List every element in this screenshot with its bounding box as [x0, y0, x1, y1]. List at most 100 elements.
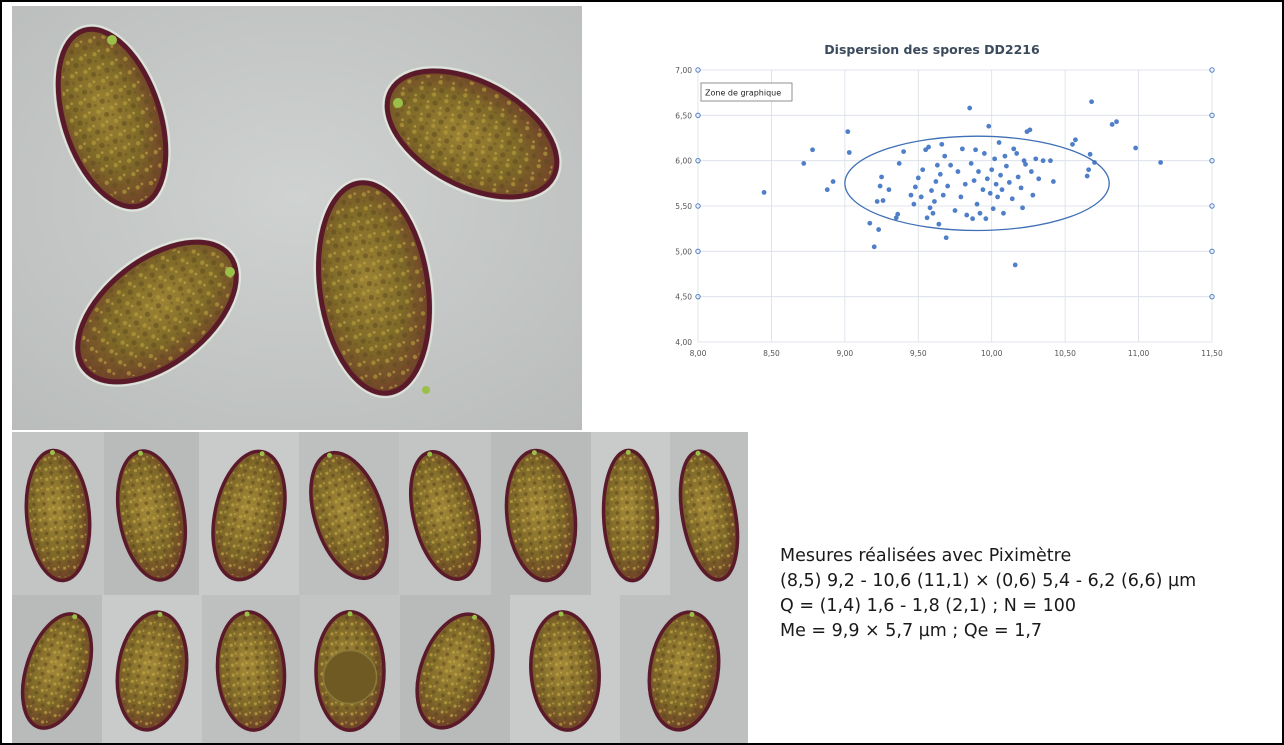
scatter-point — [895, 211, 901, 217]
x-tick-label: 9,50 — [910, 349, 927, 358]
scatter-point — [1018, 185, 1024, 191]
x-tick-label: 11,50 — [1201, 349, 1223, 358]
scatter-point — [1012, 262, 1018, 268]
scatter-point — [962, 181, 968, 187]
scatter-point — [983, 216, 989, 222]
scatter-point — [1086, 167, 1092, 173]
scatter-point — [924, 215, 930, 221]
scatter-point — [1028, 169, 1034, 174]
spore-tile — [491, 432, 591, 595]
tooltip-text: Zone de graphique — [705, 89, 781, 98]
x-tick-label: 10,00 — [981, 349, 1003, 358]
scatter-point — [871, 244, 877, 250]
measurements-caption: Mesures réalisées avec Piximètre (8,5) 9… — [780, 544, 1280, 644]
scatter-point — [1087, 151, 1093, 157]
scatter-point — [1006, 180, 1012, 185]
spore-tile — [399, 432, 491, 595]
scatter-point — [867, 220, 873, 226]
chart-points — [761, 99, 1163, 268]
scatter-point — [810, 147, 815, 153]
scatter-point — [1158, 160, 1163, 165]
spore-tile — [12, 595, 102, 743]
spore-tile — [400, 595, 510, 743]
scatter-point — [1009, 196, 1015, 202]
scatter-point — [1015, 174, 1021, 180]
scatter-point — [992, 156, 998, 162]
axis-handle-left — [695, 293, 701, 300]
scatter-point — [955, 169, 961, 174]
scatter-point — [877, 183, 883, 189]
scatter-point — [980, 187, 986, 193]
axis-handle-left — [695, 67, 701, 73]
scatter-point — [1109, 122, 1115, 127]
spore-tile — [199, 432, 299, 595]
scatter-point — [1033, 156, 1039, 162]
scatter-point — [1027, 127, 1033, 133]
y-tick-label: 4,50 — [675, 293, 692, 302]
axis-handle-right — [1209, 112, 1215, 119]
scatter-point — [943, 235, 949, 241]
scatter-point — [929, 188, 934, 193]
scatter-point — [893, 215, 899, 221]
scatter-point — [1133, 145, 1139, 151]
scatter-point — [981, 151, 987, 156]
scatter-point — [974, 201, 980, 207]
scatter-point — [908, 192, 914, 198]
scatter-point — [940, 192, 946, 198]
scatter-point — [995, 194, 1000, 200]
scatter-point — [948, 162, 953, 168]
scatter-point — [886, 187, 892, 193]
scatter-point — [989, 167, 995, 173]
spore-micrograph-large — [12, 6, 582, 430]
x-tick-label: 11,00 — [1128, 349, 1150, 358]
axis-handle-right — [1209, 67, 1215, 73]
scatter-point — [874, 199, 880, 204]
y-tick-label: 5,50 — [675, 202, 692, 211]
y-tick-label: 6,00 — [675, 157, 692, 166]
spore-d — [313, 177, 435, 399]
scatter-point — [936, 221, 942, 227]
scatter-point — [1020, 205, 1025, 211]
spore-tile — [510, 595, 620, 743]
x-tick-label: 8,50 — [763, 349, 780, 358]
axis-handle-right — [1209, 293, 1215, 300]
x-tick-label: 10,50 — [1054, 349, 1076, 358]
x-tick-label: 8,00 — [690, 349, 707, 358]
scatter-point — [876, 227, 882, 232]
scatter-point — [942, 153, 948, 159]
scatter-point — [1011, 146, 1017, 152]
spore-tile — [591, 432, 670, 595]
scatter-point — [1001, 210, 1006, 216]
spore-tile — [299, 432, 399, 595]
spore-c — [72, 237, 242, 387]
scatter-point — [987, 190, 993, 196]
spore-tile — [670, 432, 748, 595]
axis-handle-right — [1209, 203, 1215, 209]
scatter-point — [927, 205, 933, 211]
axis-handle-left — [695, 157, 701, 164]
scatter-point — [918, 194, 924, 200]
spore-tile — [102, 595, 202, 743]
scatter-point — [932, 199, 937, 204]
scatter-point — [1036, 176, 1042, 182]
scatter-point — [911, 201, 917, 207]
scatter-point — [971, 178, 977, 184]
scatter-point — [933, 179, 939, 184]
y-tick-label: 4,00 — [675, 338, 692, 347]
scatter-point — [1021, 158, 1027, 164]
spore-tile — [202, 595, 300, 743]
scatter-point — [915, 175, 921, 181]
chart-title: Dispersion des spores DD2216 — [824, 42, 1040, 57]
scatter-point — [920, 167, 926, 173]
scatter-point — [1002, 153, 1008, 159]
scatter-point — [1070, 141, 1075, 147]
axis-handle-left — [695, 248, 701, 255]
scatter-point — [830, 179, 836, 184]
scatter-point — [990, 206, 996, 212]
scatter-point — [973, 147, 978, 153]
scatter-point — [970, 216, 976, 222]
measurement-line-dimensions: (8,5) 9,2 - 10,6 (11,1) × (0,6) 5,4 - 6,… — [780, 571, 1197, 591]
scatter-point — [939, 141, 945, 147]
spore-dispersion-chart: Dispersion des spores DD2216 8,00 8,50 9,0… — [650, 14, 1240, 366]
axis-handle-right — [1209, 248, 1215, 255]
